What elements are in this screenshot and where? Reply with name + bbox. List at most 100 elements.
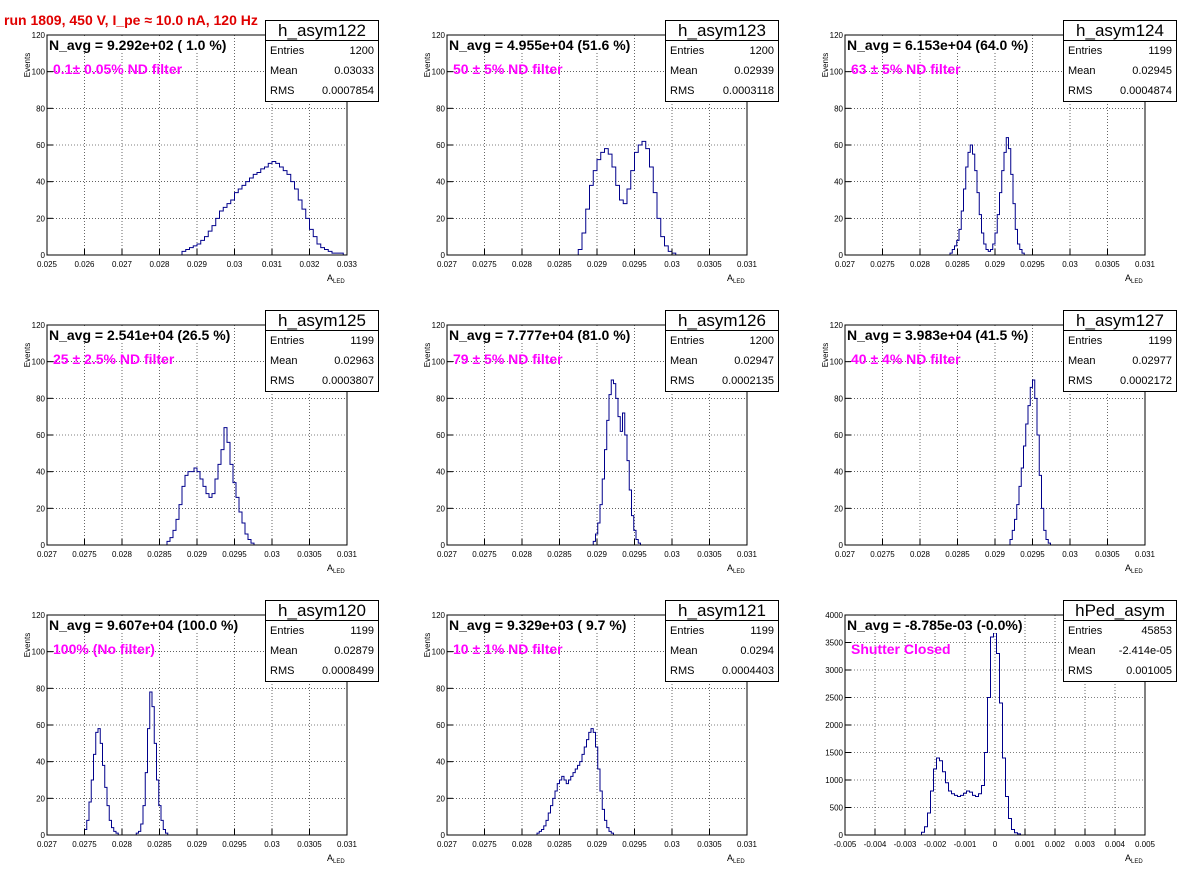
stats-row-rms: RMS 0.0003807 — [266, 371, 378, 391]
x-tick-label: 0.0305 — [697, 550, 722, 559]
x-tick-label: 0.0295 — [622, 550, 647, 559]
y-tick-label: 100 — [432, 68, 446, 77]
y-tick-label: 2500 — [825, 694, 843, 703]
y-tick-label: 3000 — [825, 666, 843, 675]
stats-label-entries: Entries — [270, 625, 305, 637]
stats-label-rms: RMS — [270, 375, 295, 387]
x-axis-label-sub: LED — [333, 279, 345, 285]
filter-label: 79 ± 5% ND filter — [453, 351, 563, 367]
x-tick-label: 0.03 — [227, 260, 243, 269]
x-tick-label: 0.002 — [1045, 840, 1066, 849]
stats-row-mean: Mean 0.02939 — [666, 61, 778, 81]
stats-value-entries: 1200 — [749, 45, 774, 57]
x-tick-label: -0.003 — [894, 840, 917, 849]
stats-label-mean: Mean — [1068, 645, 1096, 657]
y-tick-label: 100 — [32, 648, 46, 657]
stats-value-mean: 0.0294 — [740, 645, 774, 657]
histogram-name: h_asym125 — [266, 311, 378, 331]
x-axis-label: ALED — [327, 563, 345, 575]
y-axis-label: Events — [423, 633, 432, 657]
x-tick-label: 0.0275 — [472, 840, 497, 849]
x-axis-label-sub: LED — [1131, 569, 1143, 575]
stats-box: h_asym121 Entries 1199 Mean 0.0294 RMS 0.00044… — [665, 600, 779, 682]
x-tick-label: 0.031 — [262, 260, 283, 269]
n-avg-label: N_avg = 4.955e+04 (51.6 %) — [449, 37, 631, 53]
histogram-line — [921, 625, 1021, 835]
filter-label: 100% (No filter) — [53, 641, 155, 657]
x-tick-label: 0.0305 — [697, 840, 722, 849]
x-tick-label: 0.0285 — [945, 550, 970, 559]
histogram-name: h_asym122 — [266, 21, 378, 41]
x-tick-label: 0.028 — [512, 550, 533, 559]
x-axis-label-main: A — [727, 563, 733, 573]
x-tick-label: 0.029 — [587, 840, 608, 849]
stats-label-rms: RMS — [670, 665, 695, 677]
stats-value-rms: 0.0004403 — [722, 665, 774, 677]
y-tick-label: 120 — [432, 31, 446, 40]
y-axis-label: Events — [423, 53, 432, 77]
x-tick-label: 0.0275 — [72, 840, 97, 849]
x-tick-label: 0.028 — [512, 260, 533, 269]
x-axis-label-main: A — [1125, 563, 1131, 573]
x-tick-label: 0.004 — [1105, 840, 1126, 849]
stats-label-entries: Entries — [670, 625, 705, 637]
stats-label-entries: Entries — [1068, 335, 1103, 347]
y-tick-label: 100 — [32, 68, 46, 77]
x-tick-label: 0.0285 — [547, 840, 572, 849]
x-axis-label-main: A — [1125, 273, 1131, 283]
stats-row-entries: Entries 1200 — [266, 41, 378, 61]
x-tick-label: 0.027 — [437, 550, 458, 559]
x-axis-label: ALED — [1125, 853, 1143, 865]
histogram-line — [84, 691, 169, 836]
stats-label-rms: RMS — [270, 665, 295, 677]
x-tick-label: 0.031 — [337, 550, 358, 559]
stats-row-entries: Entries 1199 — [1064, 331, 1176, 351]
x-tick-label: 0.031 — [737, 260, 758, 269]
x-axis-label-main: A — [327, 563, 333, 573]
x-tick-label: 0.0295 — [222, 550, 247, 559]
histogram-panel: -0.005 -0.004 -0.003 -0.002 -0.001 0 0.001 0.00… — [798, 600, 1193, 890]
stats-label-entries: Entries — [670, 335, 705, 347]
histogram-line — [536, 728, 614, 835]
x-tick-label: 0.029 — [587, 550, 608, 559]
y-tick-label: 1000 — [825, 776, 843, 785]
y-tick-label: 60 — [36, 431, 45, 440]
x-tick-label: -0.001 — [954, 840, 977, 849]
x-axis-label-sub: LED — [333, 859, 345, 865]
histogram-line — [1009, 379, 1051, 545]
stats-row-mean: Mean 0.02945 — [1064, 61, 1176, 81]
x-tick-label: 0.03 — [664, 550, 680, 559]
n-avg-label: N_avg = 7.777e+04 (81.0 %) — [449, 327, 631, 343]
x-tick-label: 0.03 — [1062, 260, 1078, 269]
x-tick-label: -0.005 — [834, 840, 857, 849]
stats-value-entries: 1199 — [1148, 45, 1172, 57]
x-axis-label-sub: LED — [1131, 279, 1143, 285]
x-tick-label: 0.027 — [112, 260, 133, 269]
y-tick-label: 120 — [32, 321, 46, 330]
y-tick-label: 120 — [830, 321, 844, 330]
y-tick-label: 120 — [32, 611, 46, 620]
x-axis-label: ALED — [327, 273, 345, 285]
x-tick-label: 0.0305 — [1095, 260, 1120, 269]
x-tick-label: 0.001 — [1015, 840, 1036, 849]
stats-value-mean: -2.414e-05 — [1118, 645, 1172, 657]
x-tick-label: 0.0275 — [72, 550, 97, 559]
x-tick-label: 0.0295 — [222, 840, 247, 849]
x-axis-label: ALED — [727, 853, 745, 865]
stats-row-mean: Mean 0.02977 — [1064, 351, 1176, 371]
stats-label-rms: RMS — [1068, 665, 1093, 677]
y-tick-label: 60 — [436, 721, 445, 730]
x-axis-label: ALED — [1125, 563, 1143, 575]
x-axis-label-main: A — [1125, 853, 1131, 863]
y-axis-label: Events — [23, 633, 32, 657]
stats-label-mean: Mean — [270, 645, 298, 657]
y-tick-label: 20 — [436, 214, 445, 223]
x-axis-label-sub: LED — [733, 859, 745, 865]
x-tick-label: 0.0275 — [472, 260, 497, 269]
y-tick-label: 60 — [834, 141, 843, 150]
histogram-panel: 0.027 0.0275 0.028 0.0285 0.029 0.0295 0.03 0.0… — [400, 310, 795, 600]
histogram-line — [166, 427, 255, 545]
x-tick-label: -0.004 — [864, 840, 887, 849]
x-tick-label: 0.029 — [187, 550, 208, 559]
x-tick-label: 0.003 — [1075, 840, 1096, 849]
